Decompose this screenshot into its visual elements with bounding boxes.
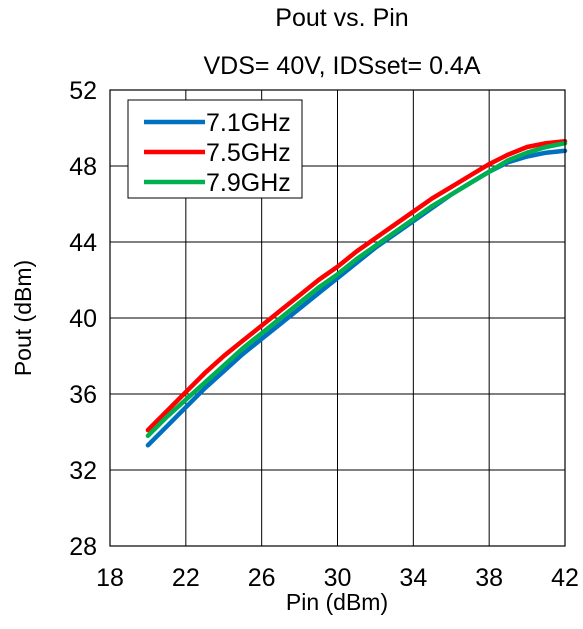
y-tick-label: 44: [69, 229, 97, 257]
chart-subtitle: VDS= 40V, IDSset= 0.4A: [203, 52, 480, 80]
y-tick-label: 40: [69, 305, 97, 333]
y-tick-label: 36: [69, 381, 97, 409]
y-tick-label: 52: [69, 77, 97, 105]
legend-label: 7.1GHz: [206, 109, 291, 137]
chart-title: Pout vs. Pin: [275, 4, 408, 32]
series-line-7-9ghz: [145, 140, 568, 439]
x-tick-label: 34: [399, 564, 427, 592]
x-tick-label: 26: [248, 564, 276, 592]
legend-label: 7.5GHz: [206, 139, 291, 167]
y-tick-label: 28: [69, 533, 97, 561]
legend-label: 7.9GHz: [206, 169, 291, 197]
plot-frame: [109, 89, 566, 547]
y-tick-label: 48: [69, 153, 97, 181]
x-axis-label: Pin (dBm): [286, 589, 388, 615]
x-tick-label: 38: [475, 564, 503, 592]
series-lines: [145, 139, 568, 448]
y-tick-label: 32: [69, 457, 97, 485]
series-line-7-5ghz: [145, 139, 568, 433]
y-axis-ticks: 28 32 36 40 44 48 52: [69, 77, 97, 561]
x-tick-label: 30: [324, 564, 352, 592]
x-tick-label: 18: [96, 564, 124, 592]
x-tick-label: 22: [172, 564, 200, 592]
x-tick-label: 42: [551, 564, 579, 592]
y-axis-label: Pout (dBm): [10, 260, 36, 376]
x-axis-ticks: 18 22 26 30 34 38 42: [96, 564, 579, 592]
